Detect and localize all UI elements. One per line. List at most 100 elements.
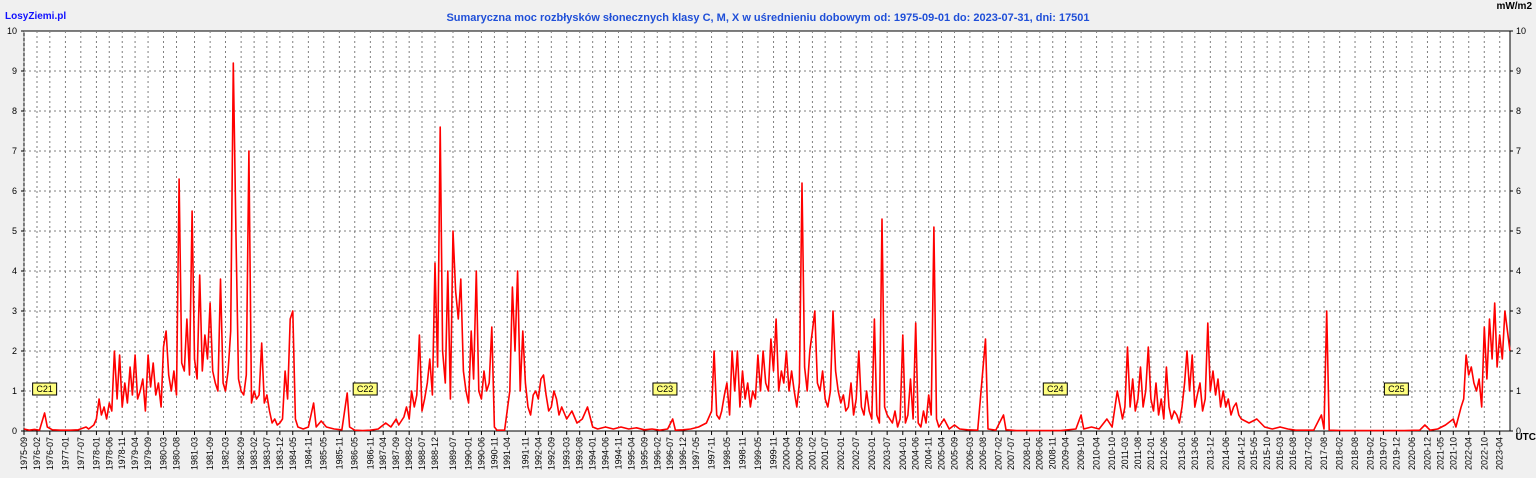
x-tick-label: 2003-07 [882,437,892,470]
cycle-label-box [1383,382,1409,396]
x-tick-label: 2022-04 [1464,437,1474,470]
x-tick-label: 2000-09 [794,437,804,470]
x-tick-label: 2016-08 [1288,437,1298,470]
x-tick-label: 1990-01 [464,437,474,470]
x-tick-label: 2007-02 [993,437,1003,470]
x-tick-label: 2001-07 [820,437,830,470]
y-axis-unit: mW/m2 [1496,1,1532,12]
x-tick-label: 1996-07 [665,437,675,470]
x-tick-label: 2021-10 [1448,437,1458,470]
x-tick-label: 2008-11 [1048,437,1058,469]
x-tick-label: 2008-01 [1022,437,1032,470]
x-tick-label: 2005-04 [936,437,946,470]
x-tick-label: 2020-12 [1422,437,1432,470]
y-tick-label: 9 [1516,66,1521,76]
x-tick-label: 1978-01 [91,437,101,470]
y-tick-label: 5 [12,226,17,236]
x-tick-label: 1998-05 [722,437,732,470]
x-tick-label: 1993-03 [562,437,572,470]
x-tick-label: 1978-06 [104,437,114,470]
x-tick-label: 2019-12 [1391,437,1401,470]
series-line [23,62,1511,432]
x-tick-label: 2019-07 [1378,437,1388,470]
x-tick-label: 1997-05 [691,437,701,470]
cycle-label-text: C23 [657,384,674,394]
x-tick-label: 2011-03 [1120,437,1130,469]
x-tick-label: 2010-10 [1107,437,1117,470]
grid-lines [23,31,1510,431]
x-tick-label: 2004-06 [911,437,921,470]
y-tick-label: 4 [12,266,17,276]
x-tick-label: 2013-06 [1190,437,1200,470]
cycle-label: C22 [352,382,378,396]
y-tick-label: 6 [1516,186,1521,196]
x-tick-label: 2000-04 [781,437,791,470]
x-tick-label: 2021-05 [1435,437,1445,470]
x-tick-label: 1979-04 [130,437,140,470]
x-tick-label: 1985-11 [334,437,344,469]
x-tick-label: 2006-03 [965,437,975,470]
x-tick-label: 2003-01 [867,437,877,470]
x-tick-label: 2002-01 [836,437,846,470]
x-tick-label: 2014-06 [1221,437,1231,470]
y-tick-label: 3 [12,306,17,316]
x-tick-label: 1977-01 [60,437,70,470]
y-tick-label: 10 [1516,26,1526,36]
x-tick-label: 2018-08 [1350,437,1360,470]
x-tick-label: 1999-05 [753,437,763,470]
y-tick-label: 5 [1516,226,1521,236]
plot-area [23,30,1511,432]
x-tick-label: 2018-02 [1335,437,1345,470]
y-ticks-right: 0 1 2 3 4 5 6 7 8 9 10 [1510,26,1526,436]
cycle-labels: C21 C22 C23 C24 C25 [32,382,1409,396]
x-ticks: 1975-09 1976-02 1976-07 1977-01 1977-07 1978-… [19,431,1505,470]
x-tick-label: 2004-01 [898,437,908,470]
y-tick-label: 2 [1516,346,1521,356]
x-tick-label: 1991-04 [502,437,512,470]
y-ticks-left: 0 1 2 3 4 5 6 7 8 9 10 [7,26,24,436]
cycle-label-box [1042,382,1068,396]
x-tick-label: 1982-03 [221,437,231,470]
x-tick-label: 2017-08 [1319,437,1329,470]
y-tick-label: 1 [12,386,17,396]
x-tick-label: 2015-05 [1249,437,1259,470]
site-brand: LosyZiemi.pl [5,11,67,22]
x-axis-unit: UTC [1515,432,1536,443]
x-tick-label: 1986-05 [350,437,360,470]
cycle-label-text: C25 [1388,384,1405,394]
x-tick-label: 2016-03 [1275,437,1285,470]
x-tick-label: 1977-07 [76,437,86,470]
x-tick-label: 2017-02 [1304,437,1314,470]
x-tick-label: 2009-04 [1061,437,1071,470]
x-tick-label: 2023-04 [1495,437,1505,470]
cycle-label-box [652,382,678,396]
x-tick-label: 1983-12 [275,437,285,470]
x-tick-label: 2020-06 [1407,437,1417,470]
cycle-label-text: C22 [357,384,374,394]
x-tick-label: 1981-09 [205,437,215,470]
x-tick-label: 1995-09 [639,437,649,470]
x-tick-label: 1980-03 [159,437,169,470]
x-tick-label: 1990-06 [476,437,486,470]
x-tick-label: 2004-11 [924,437,934,469]
x-tick-label: 2015-10 [1262,437,1272,470]
x-tick-label: 2013-12 [1205,437,1215,470]
y-tick-label: 2 [12,346,17,356]
x-tick-label: 1991-11 [520,437,530,469]
cycle-label: C21 [32,382,58,396]
y-tick-label: 9 [12,66,17,76]
x-tick-label: 2001-02 [807,437,817,470]
y-tick-label: 6 [12,186,17,196]
x-tick-label: 1982-09 [236,437,246,470]
y-tick-label: 7 [1516,146,1521,156]
x-tick-label: 1987-04 [378,437,388,470]
x-tick-label: 2011-08 [1133,437,1143,469]
x-tick-label: 1996-02 [652,437,662,470]
y-tick-label: 1 [1516,386,1521,396]
x-tick-label: 2022-10 [1479,437,1489,470]
y-tick-label: 10 [7,26,17,36]
y-tick-label: 3 [1516,306,1521,316]
x-tick-label: 2013-01 [1177,437,1187,470]
x-tick-label: 1983-02 [249,437,259,470]
